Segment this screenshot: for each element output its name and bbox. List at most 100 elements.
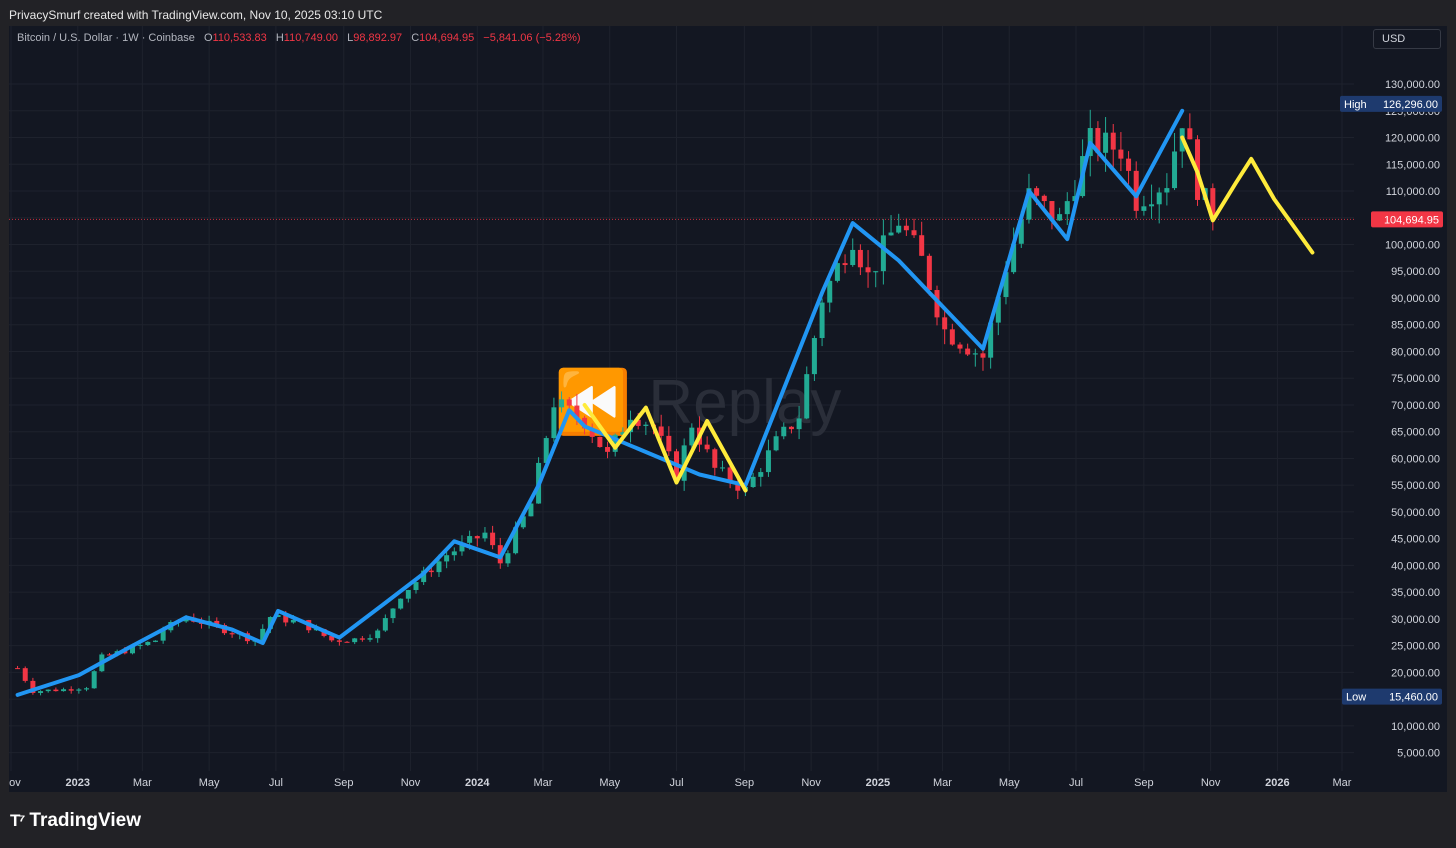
- candle-body: [597, 436, 603, 448]
- candle-body: [68, 689, 74, 691]
- candle-body: [888, 232, 894, 236]
- candle-body: [612, 434, 618, 452]
- candle-body: [22, 668, 28, 681]
- candle-body: [107, 654, 113, 656]
- x-tick-label: Mar: [933, 777, 952, 789]
- y-tick-label: 115,000.00: [1386, 159, 1440, 171]
- candle-body: [359, 638, 365, 640]
- high-label: H: [275, 32, 284, 44]
- candle-body: [352, 638, 358, 643]
- candle-body: [574, 405, 580, 418]
- candle-body: [589, 428, 595, 437]
- y-tick-label: 55,000.00: [1391, 480, 1440, 492]
- candle-body: [152, 640, 158, 642]
- candle-body: [474, 536, 480, 539]
- x-tick-label: Nov: [9, 777, 21, 789]
- y-tick-label: 90,000.00: [1391, 293, 1440, 305]
- candle-body: [1049, 201, 1055, 221]
- candle-body: [551, 407, 557, 439]
- candle-body: [566, 399, 572, 406]
- candle-body: [704, 444, 710, 450]
- x-tick-label: Mar: [1333, 777, 1352, 789]
- x-tick-label: May: [599, 777, 620, 789]
- y-tick-label: 30,000.00: [1391, 614, 1440, 626]
- candle-body: [758, 472, 764, 477]
- x-tick-label: 2023: [66, 777, 90, 789]
- y-tick-label: 85,000.00: [1391, 320, 1440, 332]
- candle-body: [972, 353, 978, 355]
- low-value: 98,892.97: [353, 32, 403, 44]
- candle-body: [398, 598, 404, 609]
- candle-body: [765, 450, 771, 473]
- symbol-name[interactable]: Bitcoin / U.S. Dollar · 1W · Coinbase: [17, 32, 195, 44]
- high-marker-value: 126,296.00: [1383, 99, 1438, 111]
- candle-body: [513, 527, 519, 554]
- watermark-text: ⏪ Replay: [554, 366, 841, 437]
- candle-body: [605, 447, 611, 452]
- y-tick-label: 10,000.00: [1391, 721, 1440, 733]
- candle-body: [1057, 214, 1063, 221]
- candle-body: [582, 417, 588, 429]
- candle-body: [405, 590, 411, 599]
- y-tick-label: 110,000.00: [1386, 186, 1440, 198]
- y-tick-label: 40,000.00: [1391, 560, 1440, 572]
- high-value: 110,749.00: [283, 32, 339, 44]
- x-tick-label: Mar: [533, 777, 552, 789]
- candle-body: [1011, 243, 1017, 273]
- candle-body: [942, 317, 948, 330]
- candle-body: [1026, 188, 1032, 220]
- close-label: C: [411, 32, 420, 44]
- candle-body: [122, 651, 128, 654]
- yellow-projection-2025-line: [1180, 135, 1315, 255]
- candle-body: [1156, 192, 1162, 205]
- candle-body: [712, 449, 718, 468]
- y-tick-label: 70,000.00: [1391, 400, 1440, 412]
- candle-body: [796, 418, 802, 430]
- candle-body: [367, 638, 373, 640]
- candle-body: [1172, 151, 1178, 189]
- chart-area[interactable]: ⏪ Replay5,000.0010,000.0015,000.0020,000…: [9, 26, 1447, 792]
- y-tick-label: 50,000.00: [1391, 507, 1440, 519]
- candle-body: [750, 476, 756, 488]
- candle-body: [911, 230, 917, 236]
- candle-body: [666, 435, 672, 452]
- candle-body: [1110, 132, 1116, 150]
- candle-body: [1034, 188, 1040, 196]
- candle-body: [30, 680, 36, 693]
- candle-body: [344, 641, 350, 643]
- candle-body: [91, 671, 97, 689]
- candle-body: [1103, 132, 1109, 153]
- candle-body: [1141, 206, 1147, 211]
- low-marker-value: 15,460.00: [1389, 692, 1438, 704]
- candle-body: [1018, 219, 1024, 244]
- blue-trend-line: [15, 108, 1185, 697]
- candle-body: [689, 427, 695, 446]
- candle-body: [896, 225, 902, 233]
- last-price-badge: [1371, 211, 1443, 228]
- currency-selector[interactable]: USD: [1373, 29, 1441, 49]
- candle-body: [773, 436, 779, 451]
- y-tick-label: 35,000.00: [1391, 587, 1440, 599]
- candle-body: [873, 271, 879, 273]
- chart-svg[interactable]: ⏪ Replay5,000.0010,000.0015,000.0020,000…: [9, 26, 1447, 792]
- candle-body: [375, 630, 381, 639]
- tradingview-logo-icon: T⁷: [10, 811, 25, 830]
- candle-body: [283, 615, 289, 623]
- x-tick-label: Jul: [669, 777, 683, 789]
- low-label: L: [347, 32, 354, 44]
- candle-body: [390, 608, 396, 619]
- candle-body: [1118, 149, 1124, 159]
- y-tick-label: 130,000.00: [1385, 79, 1440, 91]
- candle-body: [382, 618, 388, 631]
- close-value: 104,694.95: [419, 32, 475, 44]
- candle-body: [428, 570, 434, 573]
- candle-body: [1164, 188, 1170, 193]
- candle-body: [1041, 195, 1047, 202]
- y-tick-label: 5,000.00: [1397, 748, 1440, 760]
- candle-body: [275, 615, 281, 618]
- y-tick-label: 65,000.00: [1391, 427, 1440, 439]
- candle-body: [183, 617, 189, 622]
- x-tick-label: Nov: [1201, 777, 1221, 789]
- candle-body: [727, 467, 733, 483]
- tradingview-logo[interactable]: T⁷ TradingView: [10, 810, 141, 832]
